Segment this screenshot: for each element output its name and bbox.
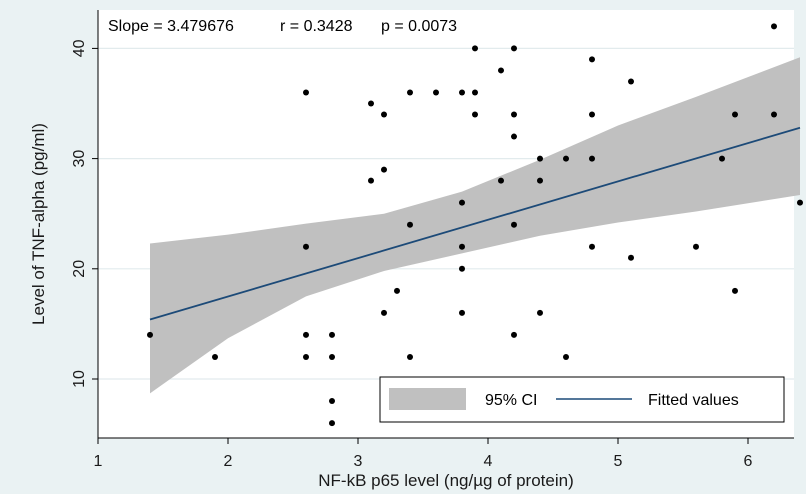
data-point	[329, 398, 335, 405]
data-point	[329, 353, 335, 360]
x-tick-label: 4	[484, 453, 493, 470]
data-point	[303, 243, 309, 250]
data-point	[563, 155, 569, 162]
data-point	[407, 89, 413, 96]
data-point	[589, 56, 595, 63]
y-tick-label: 20	[71, 260, 88, 278]
confidence-band	[150, 57, 800, 394]
legend-ci-label: 95% CI	[485, 392, 537, 409]
data-point	[589, 155, 595, 162]
data-point	[589, 243, 595, 250]
data-point	[498, 177, 504, 184]
data-point	[693, 243, 699, 250]
data-point	[719, 155, 725, 162]
data-point	[368, 100, 374, 107]
data-point	[381, 166, 387, 173]
data-point	[368, 177, 374, 184]
ci-band-area	[150, 57, 800, 394]
data-point	[511, 221, 517, 228]
ticks: 1 2 3 4 5 6 10 20 30 40	[71, 39, 753, 470]
legend-fit-label: Fitted values	[648, 392, 739, 409]
data-point	[511, 45, 517, 52]
data-point	[303, 89, 309, 96]
x-tick-label: 3	[354, 453, 363, 470]
data-point	[329, 420, 335, 427]
data-point	[459, 243, 465, 250]
data-point	[732, 287, 738, 294]
y-tick-label: 10	[71, 370, 88, 388]
stats-annotation: Slope = 3.479676 r = 0.3428 p = 0.0073	[108, 18, 457, 35]
data-point	[589, 111, 595, 118]
r-label: r = 0.3428	[280, 18, 353, 35]
data-point	[511, 111, 517, 118]
data-point	[459, 89, 465, 96]
data-point	[537, 155, 543, 162]
p-label: p = 0.0073	[381, 18, 457, 35]
x-tick-label: 6	[744, 453, 753, 470]
y-axis-title: Level of TNF-alpha (pg/ml)	[29, 123, 48, 325]
data-point	[407, 221, 413, 228]
data-point	[381, 309, 387, 316]
data-point	[498, 67, 504, 74]
data-point	[511, 133, 517, 140]
data-point	[459, 309, 465, 316]
data-point	[771, 111, 777, 118]
data-point	[771, 23, 777, 30]
fit-line	[149, 126, 801, 321]
data-point	[147, 331, 153, 338]
data-point	[329, 331, 335, 338]
data-point	[472, 45, 478, 52]
data-point	[407, 353, 413, 360]
x-tick-label: 2	[224, 453, 233, 470]
data-point	[537, 309, 543, 316]
data-point	[797, 199, 803, 206]
data-point	[511, 331, 517, 338]
data-point	[433, 89, 439, 96]
legend-ci-swatch	[389, 388, 466, 410]
data-point	[303, 353, 309, 360]
data-point	[212, 353, 218, 360]
x-tick-label: 1	[94, 453, 103, 470]
y-tick-label: 30	[71, 150, 88, 168]
data-point	[303, 331, 309, 338]
data-point	[732, 111, 738, 118]
data-point	[628, 254, 634, 261]
legend: 95% CI Fitted values	[379, 376, 785, 423]
data-point	[472, 89, 478, 96]
y-tick-label: 40	[71, 39, 88, 57]
slope-label: Slope = 3.479676	[108, 18, 234, 35]
data-point	[537, 177, 543, 184]
data-point	[459, 199, 465, 206]
fitted-line	[149, 126, 801, 321]
data-point	[472, 111, 478, 118]
data-point	[394, 287, 400, 294]
data-point	[381, 111, 387, 118]
data-point	[628, 78, 634, 85]
data-point	[459, 265, 465, 272]
x-tick-label: 5	[614, 453, 623, 470]
data-point	[563, 353, 569, 360]
data-points	[147, 23, 803, 427]
x-axis-title: NF-kB p65 level (ng/µg of protein)	[318, 471, 573, 490]
axes	[97, 10, 794, 439]
